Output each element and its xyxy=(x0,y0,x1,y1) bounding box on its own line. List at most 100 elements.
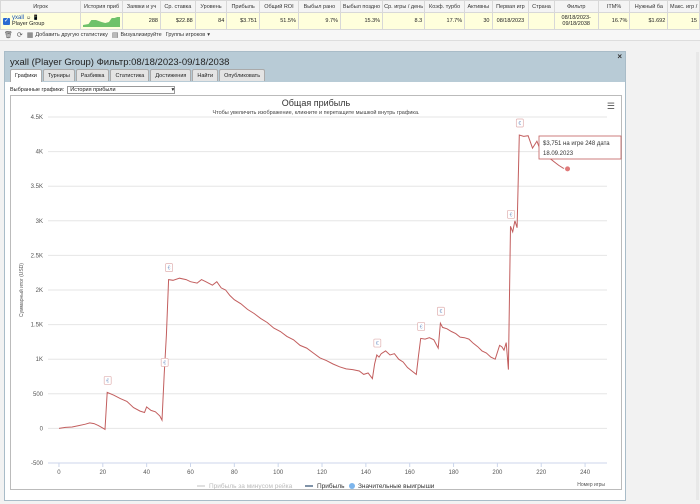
needed-ba-cell: $1.692 xyxy=(629,12,669,30)
y-tick-label: 500 xyxy=(33,392,44,398)
chart-selector-value: История прибыли xyxy=(70,87,116,93)
column-header[interactable]: Первая игр xyxy=(491,0,530,13)
flag-marker-label: € xyxy=(106,378,109,384)
player-cell[interactable]: ✓ yxall ☺ 📱 Player Group xyxy=(0,12,81,30)
table-row[interactable]: ✓ yxall ☺ 📱 Player Group 288 $22.88 84 $3… xyxy=(0,12,700,30)
chevron-down-icon: ▾ xyxy=(171,87,175,93)
player-group: Player Group xyxy=(12,21,45,27)
column-header[interactable]: Ср. игры / день xyxy=(382,0,426,13)
legend-item[interactable]: Значительные выигрыши xyxy=(358,483,435,490)
tab-5[interactable]: Найти xyxy=(192,69,219,81)
profit-series-line[interactable] xyxy=(58,134,568,431)
y-tick-label: 3.5K xyxy=(31,184,43,190)
add-stat-button[interactable]: ▦ Добавить другую статистику xyxy=(27,31,108,39)
flag-marker[interactable] xyxy=(417,322,426,331)
chart-title: Общая прибыль xyxy=(281,98,351,108)
column-header[interactable]: Нужный ба xyxy=(629,0,669,13)
entries-cell: 288 xyxy=(122,12,161,30)
groups-label: Группы игроков xyxy=(165,32,206,38)
column-header[interactable]: Фильтр xyxy=(553,0,599,13)
tab-0[interactable]: Графики xyxy=(10,69,42,82)
column-header[interactable]: ITM% xyxy=(597,0,631,13)
refresh-icon[interactable]: ⟳ xyxy=(16,32,23,39)
column-header[interactable]: Ср. ставка xyxy=(159,0,196,13)
tab-1[interactable]: Турниры xyxy=(42,69,75,81)
panel-scrollbar[interactable] xyxy=(696,52,699,500)
games-per-day-cell: 8.3 xyxy=(382,12,426,30)
tooltip-box xyxy=(538,135,622,160)
legend-item[interactable]: Прибыль xyxy=(317,482,345,490)
chart-svg[interactable]: -500 0 500 1K 1.5K 2K 2.5K 3K 3.5K 4K 4.5K 0 20 40 60 8… xyxy=(11,96,623,491)
column-header[interactable]: Заявки и уч xyxy=(122,0,161,13)
tab-4[interactable]: Достижения xyxy=(150,69,192,81)
tooltip-line2: 18.09.2023 xyxy=(543,151,574,157)
flag-marker[interactable] xyxy=(515,118,524,128)
legend-item[interactable]: Прибыль за минусом рейка xyxy=(209,482,293,490)
max-games-cell: 15 xyxy=(667,12,700,30)
column-header[interactable]: История приб xyxy=(79,0,124,13)
y-tick-label: 0 xyxy=(40,426,44,432)
x-tick-label: 200 xyxy=(492,470,503,476)
roi-cell: 51.5% xyxy=(258,12,299,30)
active-cell: 30 xyxy=(464,12,493,30)
flag-marker[interactable] xyxy=(373,338,382,348)
column-header[interactable]: Уровень xyxy=(194,0,228,13)
column-header[interactable]: Страна xyxy=(528,0,555,13)
flag-marker[interactable] xyxy=(165,263,173,272)
avg-stake-cell: $22.88 xyxy=(159,12,196,30)
column-header[interactable]: Выбыл рано xyxy=(297,0,341,13)
flag-marker-label: € xyxy=(376,341,379,347)
table-toolbar: 🗑 ⟳ ▦ Добавить другую статистику ▤ Визуали… xyxy=(0,30,700,41)
flag-marker-label: € xyxy=(518,121,521,127)
profit-chart[interactable]: Общая прибыль Чтобы увеличить изображени… xyxy=(10,95,622,490)
early-cell: 9.7% xyxy=(297,12,341,30)
history-mini-chart[interactable] xyxy=(79,12,124,30)
chart-selector-label: Выбранные графики: xyxy=(10,87,65,93)
chart-selector-row: Выбранные графики: История прибыли ▾ xyxy=(10,86,176,94)
tab-2[interactable]: Разбивка xyxy=(75,69,110,81)
player-name[interactable]: yxall xyxy=(12,15,25,21)
profit-cell: $3.751 xyxy=(226,12,260,30)
x-tick-label: 120 xyxy=(317,470,328,476)
x-tick-label: 60 xyxy=(187,470,194,476)
flag-marker-label: € xyxy=(163,360,166,366)
checkbox-icon[interactable]: ✓ xyxy=(3,17,10,25)
player-icons: ☺ 📱 xyxy=(26,15,39,21)
late-cell: 15.3% xyxy=(339,12,384,30)
column-header[interactable]: Прибыль xyxy=(226,0,260,13)
x-tick-label: 240 xyxy=(580,470,591,476)
hamburger-menu-icon[interactable]: ☰ xyxy=(606,101,615,111)
filter-start: 08/18/2023- xyxy=(561,15,591,21)
y-tick-label: 4K xyxy=(36,150,43,156)
column-header[interactable]: Игрок xyxy=(0,0,81,13)
tab-6[interactable]: Опубликовать xyxy=(219,69,266,81)
chart-selector[interactable]: История прибыли ▾ xyxy=(67,86,176,94)
y-tick-label: 2.5K xyxy=(31,253,43,259)
y-tick-label: -500 xyxy=(31,461,44,467)
close-icon[interactable]: × xyxy=(617,52,622,61)
column-header[interactable]: Активны xyxy=(464,0,493,13)
chart-icon: ▤ xyxy=(111,32,119,39)
tab-3[interactable]: Статистика xyxy=(110,69,150,81)
x-tick-label: 220 xyxy=(536,470,547,476)
x-tick-label: 160 xyxy=(405,470,416,476)
turbo-cell: 17.7% xyxy=(424,12,466,30)
column-header[interactable]: Макс. игр / xyxy=(667,0,700,13)
caret-down-icon: ▾ xyxy=(207,32,210,38)
trash-icon[interactable]: 🗑 xyxy=(4,32,13,39)
flag-marker-label: € xyxy=(510,212,513,218)
column-header[interactable]: Коэф. турбо xyxy=(424,0,466,13)
flag-marker[interactable] xyxy=(103,376,112,385)
x-axis-label: Номер игры xyxy=(577,482,605,488)
groups-button[interactable]: Группы игроков ▾ xyxy=(166,32,210,38)
flag-marker[interactable] xyxy=(437,306,445,316)
hover-point-marker[interactable] xyxy=(564,165,572,173)
flag-marker[interactable] xyxy=(160,358,169,367)
x-tick-label: 0 xyxy=(57,470,61,476)
visualize-label: Визуализируйте xyxy=(120,32,162,38)
visualize-button[interactable]: ▤ Визуализируйте xyxy=(112,31,162,39)
flag-marker[interactable] xyxy=(507,209,515,219)
column-header[interactable]: Общий ROI xyxy=(258,0,299,13)
y-tick-label: 1K xyxy=(36,357,43,363)
column-header[interactable]: Выбыл поздно xyxy=(339,0,384,13)
